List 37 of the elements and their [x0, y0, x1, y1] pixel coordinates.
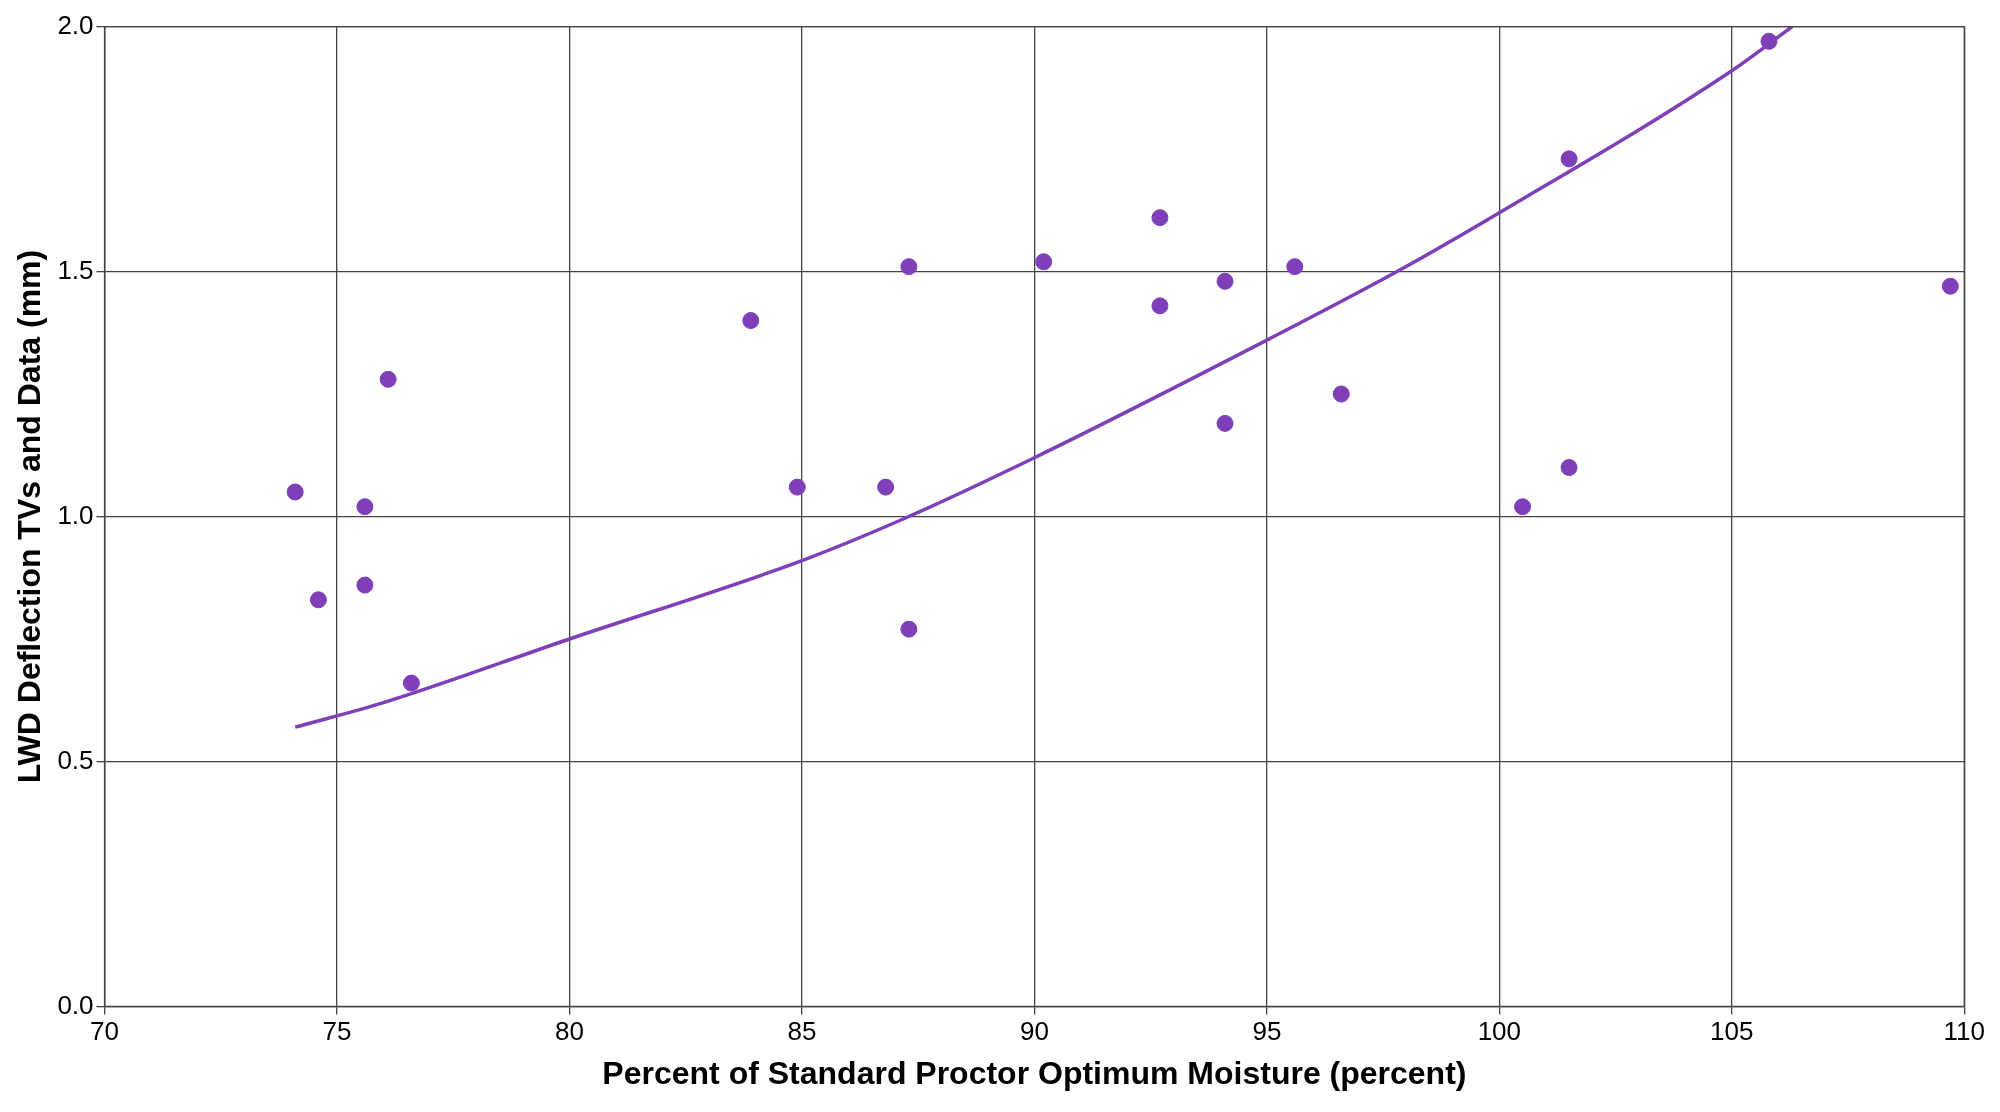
point	[1332, 385, 1350, 403]
point	[900, 620, 918, 638]
x-tick-label: 85	[787, 1016, 817, 1047]
x-axis-title: Percent of Standard Proctor Optimum Moisture (percent)	[602, 1054, 1467, 1091]
point	[1941, 277, 1959, 295]
point	[356, 576, 374, 594]
x-tick-label: 80	[555, 1016, 584, 1047]
x-tick-label: 75	[322, 1016, 352, 1047]
point	[356, 498, 374, 516]
x-tick-label: 95	[1252, 1016, 1282, 1047]
y-tick-label: 0.5	[57, 744, 94, 775]
point	[1151, 297, 1169, 315]
line-series	[293, 26, 1794, 729]
point	[402, 674, 420, 692]
point	[1286, 258, 1304, 276]
y-tick-label: 1.5	[57, 254, 94, 285]
point	[1560, 150, 1578, 168]
x-tick-label: 100	[1477, 1016, 1522, 1047]
point	[379, 370, 397, 388]
point	[1151, 209, 1169, 227]
point	[788, 478, 806, 496]
point	[900, 258, 918, 276]
y-tick-label: 1.0	[57, 499, 94, 530]
x-tick-label: 105	[1710, 1016, 1754, 1047]
point	[1035, 253, 1053, 271]
x-tick-label: 110	[1943, 1016, 1985, 1047]
point	[877, 478, 895, 496]
point	[309, 591, 327, 609]
point	[1216, 414, 1234, 432]
x-tick-label: 90	[1019, 1016, 1049, 1047]
point	[742, 312, 760, 330]
point	[1216, 272, 1234, 290]
y-tick-label: 2.0	[57, 9, 94, 40]
y-axis-title: LWD Deflection TVs and Data (mm)	[11, 249, 48, 784]
point	[286, 483, 304, 501]
point	[1560, 459, 1578, 477]
point	[1514, 498, 1532, 516]
